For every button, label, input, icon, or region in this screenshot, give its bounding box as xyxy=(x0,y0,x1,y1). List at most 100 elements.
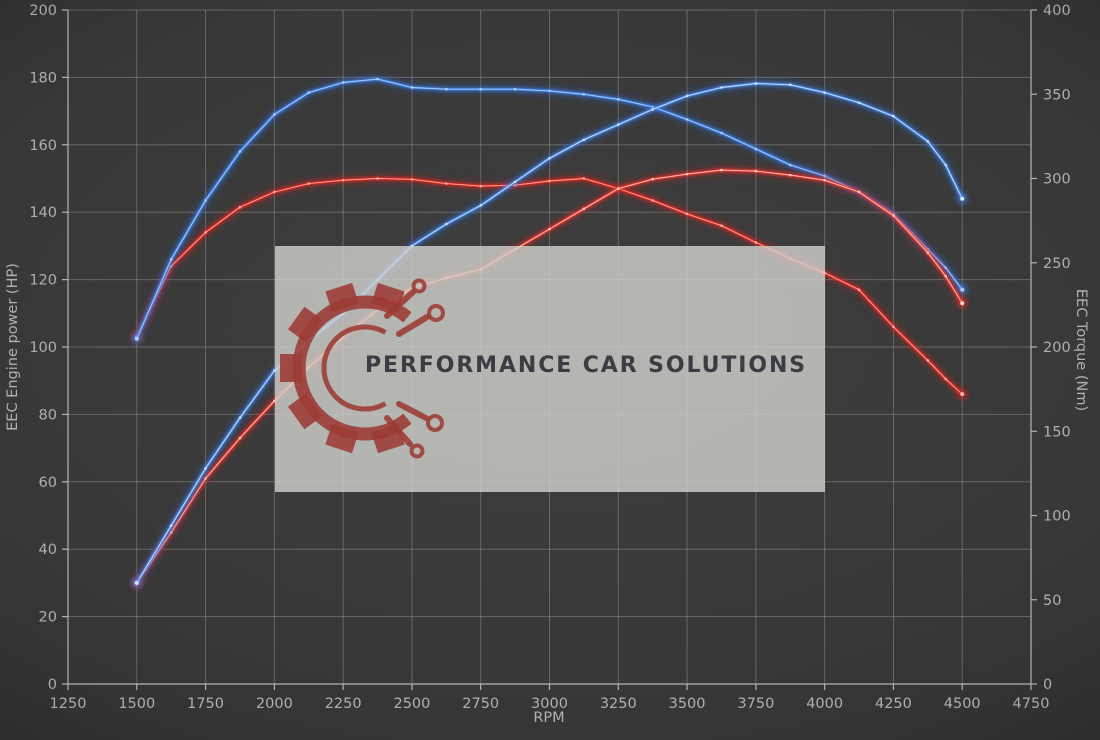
data-point-marker xyxy=(788,163,792,167)
data-point-marker xyxy=(479,87,483,91)
x-tick-label: 2750 xyxy=(462,696,499,712)
data-point-marker xyxy=(410,178,414,181)
data-point-marker xyxy=(445,222,448,226)
x-tick-label: 2250 xyxy=(325,696,362,712)
left-axis-title: EEC Engine power (HP) xyxy=(5,263,21,431)
circuit-trace xyxy=(396,401,429,421)
left-tick-label: 20 xyxy=(39,610,57,626)
data-point-marker xyxy=(926,251,930,254)
left-tick-label: 120 xyxy=(29,273,57,289)
left-tick-label: 160 xyxy=(29,138,57,154)
data-point-marker xyxy=(944,274,948,278)
right-tick-label: 100 xyxy=(1043,509,1071,525)
data-point-marker xyxy=(651,108,654,111)
left-tick-label: 180 xyxy=(29,70,57,86)
x-tick-label: 2500 xyxy=(393,696,430,712)
circuit-trace xyxy=(396,314,430,337)
data-point-marker xyxy=(204,199,207,202)
x-tick-label: 3500 xyxy=(669,696,706,712)
data-point-marker xyxy=(238,416,242,420)
gridlines xyxy=(67,9,1032,685)
right-tick-label: 400 xyxy=(1043,3,1071,19)
x-tick-label: 4000 xyxy=(806,696,843,712)
watermark-brand-text: PERFORMANCE CAR SOLUTIONS xyxy=(365,353,807,378)
data-point-marker xyxy=(823,91,826,94)
data-point-marker xyxy=(685,118,689,121)
left-tick-label: 140 xyxy=(29,205,57,221)
circuit-node xyxy=(409,443,425,459)
endpoint-dot xyxy=(960,196,965,201)
left-tick-label: 0 xyxy=(48,677,57,693)
data-point-marker xyxy=(376,177,379,180)
data-point-marker xyxy=(410,86,414,89)
x-tick-label: 3250 xyxy=(600,696,637,712)
data-point-marker xyxy=(616,123,620,126)
x-tick-label: 4750 xyxy=(1013,696,1050,712)
data-point-marker xyxy=(513,180,517,184)
data-point-marker xyxy=(582,177,586,180)
x-tick-label: 4500 xyxy=(944,696,981,712)
data-point-marker xyxy=(720,224,723,227)
watermark-panel: PERFORMANCE CAR SOLUTIONS xyxy=(275,246,825,492)
data-point-marker xyxy=(204,467,207,470)
data-point-marker xyxy=(720,131,723,135)
data-point-marker xyxy=(273,113,276,116)
data-point-marker xyxy=(341,81,345,84)
data-point-marker xyxy=(582,92,586,96)
circuit-node xyxy=(426,414,444,432)
data-point-marker xyxy=(273,190,276,194)
right-axis-title: EEC Torque (Nm) xyxy=(1073,289,1089,411)
data-point-marker xyxy=(651,199,654,202)
gear-tooth xyxy=(287,306,323,343)
data-point-marker xyxy=(445,87,448,91)
x-tick-label: 1750 xyxy=(187,696,224,712)
right-tick-label: 250 xyxy=(1043,256,1071,272)
circuit-trace xyxy=(384,289,416,319)
x-tick-label: 4250 xyxy=(875,696,912,712)
data-point-marker xyxy=(720,86,723,89)
data-point-marker xyxy=(685,94,689,98)
data-point-marker xyxy=(616,98,620,101)
data-point-marker xyxy=(548,227,551,231)
right-tick-label: 50 xyxy=(1043,593,1061,609)
data-point-marker xyxy=(307,91,311,94)
data-point-marker xyxy=(720,168,723,172)
endpoint-dot xyxy=(134,580,139,585)
endpoint-dot xyxy=(134,336,139,341)
endpoint-dot xyxy=(960,392,965,397)
data-point-marker xyxy=(823,178,826,182)
gear-tooth xyxy=(287,393,323,430)
data-point-marker xyxy=(169,524,173,527)
data-point-marker xyxy=(548,156,551,160)
data-point-marker xyxy=(445,182,448,185)
circuit-trace xyxy=(384,415,413,447)
left-tick-label: 40 xyxy=(39,542,57,558)
data-point-marker xyxy=(238,436,242,440)
x-tick-label: 2000 xyxy=(256,696,293,712)
gear-tooth xyxy=(325,423,359,454)
data-point-marker xyxy=(926,359,930,362)
data-point-marker xyxy=(754,241,758,244)
data-point-marker xyxy=(788,173,792,177)
data-point-marker xyxy=(857,101,861,104)
circuit-node xyxy=(427,304,445,322)
left-tick-label: 100 xyxy=(29,340,57,356)
series-torque_red_original xyxy=(131,174,968,400)
x-tick-label: 3750 xyxy=(737,696,774,712)
data-point-marker xyxy=(376,77,379,81)
data-point-marker xyxy=(582,207,586,211)
data-point-marker xyxy=(685,212,689,216)
x-tick-label: 1500 xyxy=(118,696,155,712)
data-point-marker xyxy=(788,83,792,87)
data-point-marker xyxy=(754,169,758,173)
right-tick-label: 350 xyxy=(1043,87,1071,103)
data-point-marker xyxy=(548,179,551,183)
data-point-marker xyxy=(341,178,345,182)
data-point-marker xyxy=(238,205,242,209)
data-point-marker xyxy=(944,163,948,167)
left-tick-label: 200 xyxy=(29,3,57,19)
data-point-marker xyxy=(892,114,895,118)
gear-circuit-logo-icon xyxy=(280,278,445,459)
data-point-marker xyxy=(238,150,242,153)
